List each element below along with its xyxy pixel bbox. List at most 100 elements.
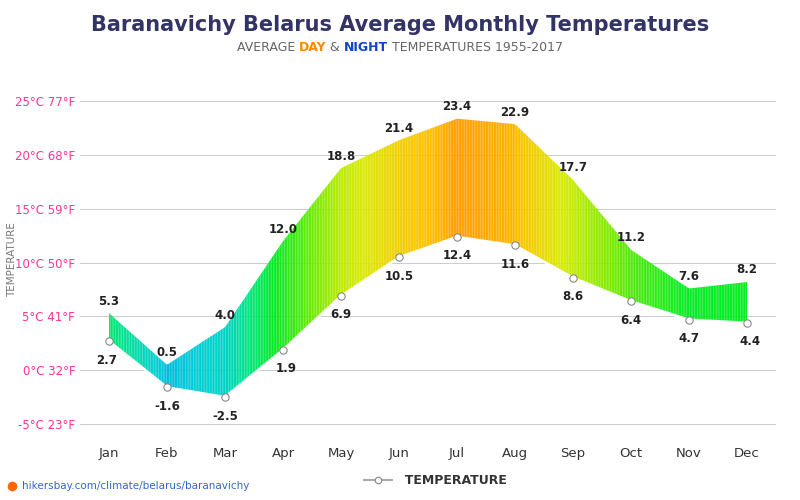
Polygon shape bbox=[203, 340, 205, 394]
Polygon shape bbox=[112, 316, 114, 345]
Polygon shape bbox=[190, 348, 192, 392]
Polygon shape bbox=[120, 323, 122, 352]
Polygon shape bbox=[574, 182, 576, 279]
Polygon shape bbox=[651, 264, 653, 308]
Polygon shape bbox=[733, 284, 734, 322]
Polygon shape bbox=[266, 265, 267, 364]
Text: 17.7: 17.7 bbox=[558, 162, 587, 174]
Polygon shape bbox=[226, 324, 227, 396]
Polygon shape bbox=[670, 276, 672, 314]
Point bbox=[393, 254, 406, 262]
Polygon shape bbox=[527, 136, 529, 253]
Polygon shape bbox=[667, 274, 669, 314]
Polygon shape bbox=[213, 334, 214, 395]
Polygon shape bbox=[155, 354, 157, 380]
Polygon shape bbox=[543, 151, 545, 262]
Polygon shape bbox=[602, 214, 603, 290]
Polygon shape bbox=[568, 176, 570, 276]
Polygon shape bbox=[471, 120, 473, 239]
Polygon shape bbox=[235, 310, 237, 389]
Polygon shape bbox=[198, 344, 200, 393]
Polygon shape bbox=[519, 128, 521, 248]
Polygon shape bbox=[694, 288, 696, 320]
Polygon shape bbox=[264, 268, 266, 366]
Polygon shape bbox=[302, 216, 303, 332]
Text: 11.2: 11.2 bbox=[617, 231, 646, 244]
Polygon shape bbox=[662, 271, 664, 312]
Polygon shape bbox=[622, 240, 624, 298]
Polygon shape bbox=[490, 122, 492, 242]
Polygon shape bbox=[275, 251, 277, 356]
Polygon shape bbox=[318, 195, 319, 318]
Text: 1.9: 1.9 bbox=[275, 362, 296, 375]
Polygon shape bbox=[146, 346, 147, 372]
Polygon shape bbox=[150, 350, 152, 376]
Polygon shape bbox=[603, 216, 605, 291]
Polygon shape bbox=[144, 344, 146, 370]
Polygon shape bbox=[258, 277, 259, 370]
Polygon shape bbox=[246, 294, 248, 380]
Polygon shape bbox=[310, 205, 311, 324]
Polygon shape bbox=[546, 154, 548, 264]
Polygon shape bbox=[356, 160, 358, 286]
Polygon shape bbox=[210, 336, 211, 394]
Polygon shape bbox=[187, 350, 189, 391]
Polygon shape bbox=[582, 192, 584, 282]
Point bbox=[682, 316, 695, 324]
Polygon shape bbox=[270, 258, 272, 360]
Text: 10.5: 10.5 bbox=[385, 270, 414, 283]
Point bbox=[161, 384, 174, 392]
Polygon shape bbox=[299, 220, 301, 335]
Polygon shape bbox=[171, 361, 173, 388]
Polygon shape bbox=[181, 355, 182, 390]
Polygon shape bbox=[227, 322, 229, 396]
Polygon shape bbox=[473, 120, 474, 240]
Polygon shape bbox=[524, 132, 526, 251]
Polygon shape bbox=[746, 282, 747, 323]
Polygon shape bbox=[498, 122, 500, 243]
Polygon shape bbox=[728, 284, 730, 322]
Polygon shape bbox=[206, 338, 208, 394]
Point bbox=[625, 298, 638, 306]
Polygon shape bbox=[176, 358, 178, 389]
Polygon shape bbox=[322, 189, 324, 313]
Polygon shape bbox=[672, 277, 674, 315]
Polygon shape bbox=[125, 328, 126, 355]
Polygon shape bbox=[134, 336, 136, 362]
Text: hikersbay.com/climate/belarus/baranavichy: hikersbay.com/climate/belarus/baranavich… bbox=[22, 481, 250, 491]
Polygon shape bbox=[460, 119, 462, 238]
Polygon shape bbox=[449, 121, 450, 240]
Polygon shape bbox=[521, 130, 522, 250]
Text: 18.8: 18.8 bbox=[326, 150, 356, 162]
Polygon shape bbox=[326, 185, 327, 310]
Polygon shape bbox=[513, 124, 514, 246]
Text: &: & bbox=[326, 41, 344, 54]
Polygon shape bbox=[343, 166, 345, 294]
Polygon shape bbox=[571, 178, 573, 278]
Polygon shape bbox=[375, 151, 377, 273]
Text: NIGHT: NIGHT bbox=[344, 41, 388, 54]
Polygon shape bbox=[369, 154, 370, 278]
Polygon shape bbox=[462, 119, 463, 238]
Polygon shape bbox=[157, 356, 158, 380]
Polygon shape bbox=[562, 170, 563, 272]
Polygon shape bbox=[186, 352, 187, 391]
Text: 12.4: 12.4 bbox=[442, 250, 471, 262]
Polygon shape bbox=[259, 274, 261, 370]
Point bbox=[218, 393, 231, 401]
Polygon shape bbox=[514, 124, 516, 246]
Text: 0.5: 0.5 bbox=[157, 346, 178, 359]
Polygon shape bbox=[334, 175, 335, 302]
Text: 4.0: 4.0 bbox=[214, 308, 235, 322]
Polygon shape bbox=[522, 131, 524, 250]
Polygon shape bbox=[382, 148, 383, 269]
Polygon shape bbox=[261, 272, 262, 368]
Point bbox=[334, 292, 347, 300]
Polygon shape bbox=[637, 254, 638, 304]
Polygon shape bbox=[436, 126, 438, 244]
Polygon shape bbox=[337, 171, 338, 300]
Polygon shape bbox=[415, 134, 417, 252]
Polygon shape bbox=[606, 220, 608, 292]
Polygon shape bbox=[532, 140, 534, 256]
Polygon shape bbox=[370, 153, 372, 276]
